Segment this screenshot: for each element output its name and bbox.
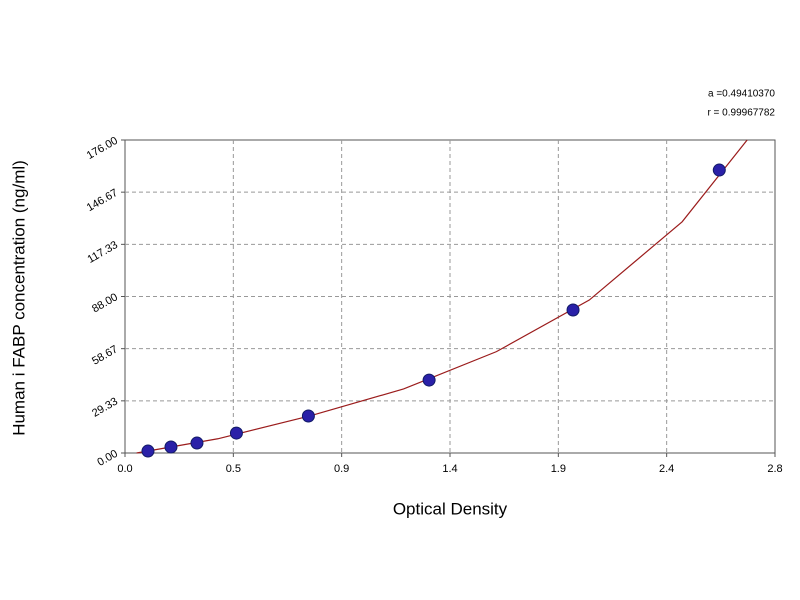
x-tick-label: 0.5 — [226, 463, 241, 475]
y-tick-label: 176.00 — [85, 135, 120, 162]
data-point — [301, 409, 315, 423]
y-tick-label: 88.00 — [90, 291, 120, 315]
annotation: r = 0.99967782 — [707, 108, 775, 119]
x-tick-label: 1.4 — [442, 463, 457, 475]
data-point — [422, 373, 436, 387]
x-tick-label: 2.4 — [659, 463, 674, 475]
data-point — [712, 163, 726, 177]
x-tick-label: 2.8 — [767, 463, 782, 475]
y-tick-label: 58.67 — [90, 343, 120, 367]
x-tick-label: 0.9 — [334, 463, 349, 475]
data-point — [229, 426, 243, 440]
x-tick-label: 1.9 — [551, 463, 566, 475]
y-tick-label: 0.00 — [95, 448, 120, 469]
annotation: a =0.49410370 — [708, 89, 775, 100]
y-tick-label: 29.33 — [90, 396, 120, 420]
data-point — [566, 303, 580, 317]
y-tick-label: 146.67 — [85, 187, 120, 214]
x-tick-label: 0.0 — [117, 463, 132, 475]
data-point — [164, 440, 178, 454]
y-axis-title: Human i FABP concentration (ng/ml) — [9, 160, 28, 436]
y-tick-label: 117.33 — [86, 239, 120, 266]
x-axis-title: Optical Density — [393, 499, 508, 518]
data-point — [190, 436, 204, 450]
data-point — [141, 444, 155, 458]
